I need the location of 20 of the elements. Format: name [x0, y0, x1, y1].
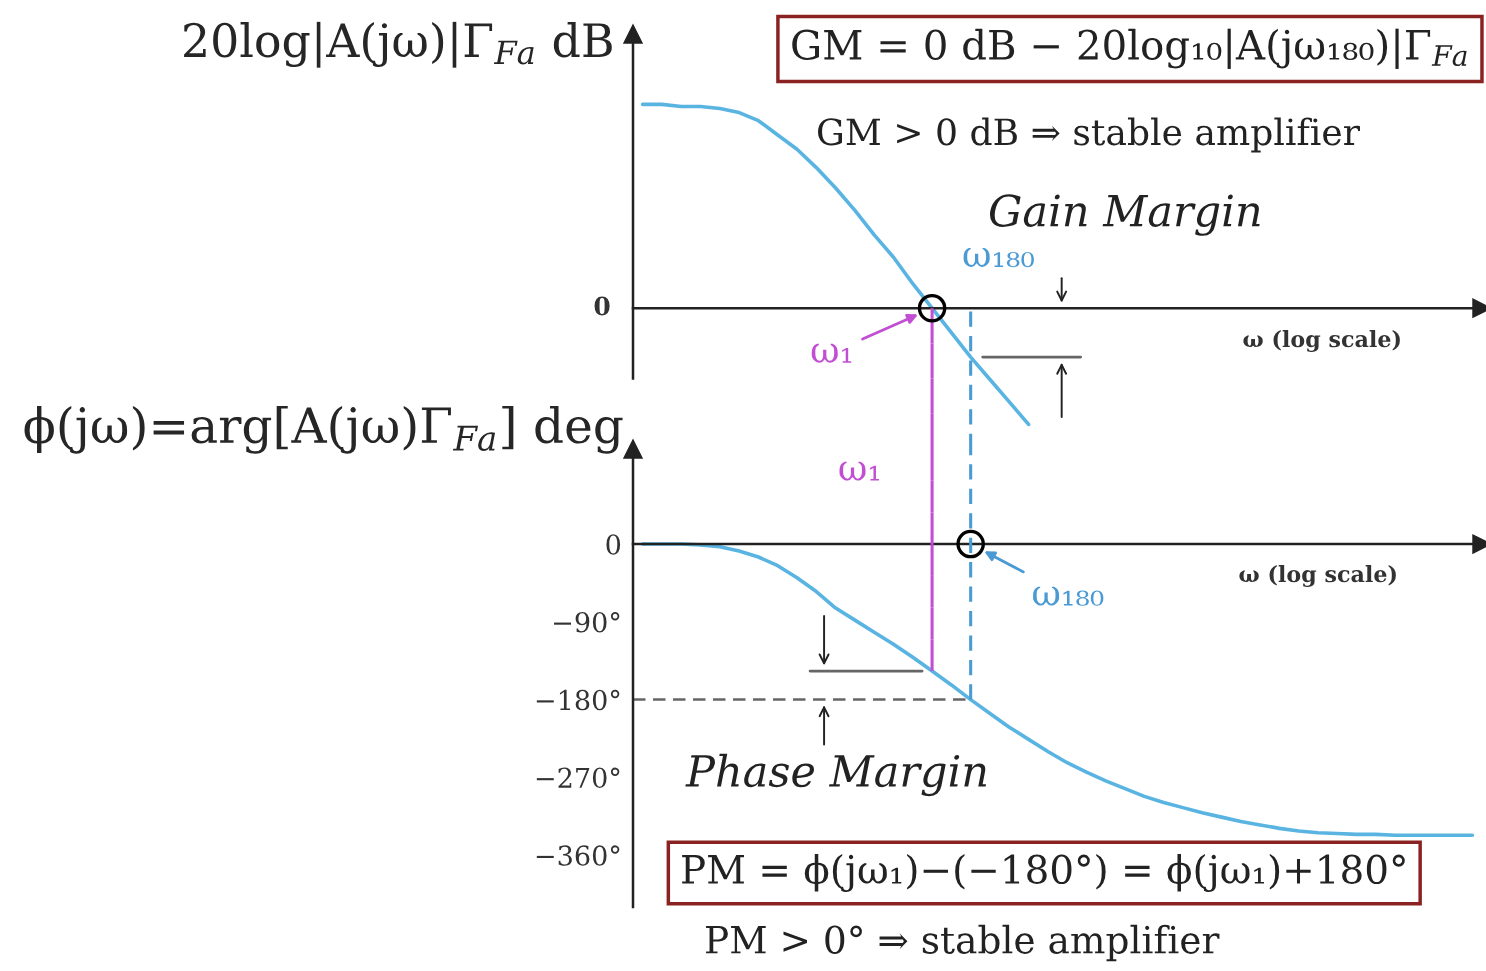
annotation: GM > 0 dB ⇒ stable amplifier [818, 117, 1360, 153]
annotation: ω₁ [811, 343, 852, 363]
annotation: ω₁ [839, 461, 880, 481]
y-tick-label: −270° [536, 767, 620, 789]
y-axis-title: 20log|A(jω)|Γ$_{Fa}$ dB [184, 21, 612, 68]
text: PM > 0° ⇒ stable amplifier [706, 924, 1220, 962]
y-tick-label: −90° [554, 612, 620, 633]
y-axis-title: ϕ(jω)=arg[A(jω)Γ$_{Fa}$] deg [24, 405, 623, 454]
y-tick-label: −180° [536, 689, 620, 711]
annotation: ω₁₈₀ [1033, 586, 1104, 606]
y-tick-label: 0 [606, 534, 621, 555]
line-series [640, 542, 1475, 838]
x-axis-title: ω (log scale) [1239, 565, 1396, 587]
annotation: Gain Margin [989, 194, 1260, 236]
annotation: Phase Margin [685, 753, 987, 797]
x-axis-title: ω (log scale) [1243, 330, 1400, 352]
annotation: PM = ϕ(jω₁)−(−180°) = ϕ(jω₁)+180° [682, 853, 1405, 893]
y-tick-label: −360° [536, 845, 620, 866]
text: GM = 0 dB − 20log₁₀|A(jω₁₈₀)|Γ$_{Fa}$ [792, 28, 1467, 69]
annotation: ω₁₈₀ [963, 248, 1034, 268]
